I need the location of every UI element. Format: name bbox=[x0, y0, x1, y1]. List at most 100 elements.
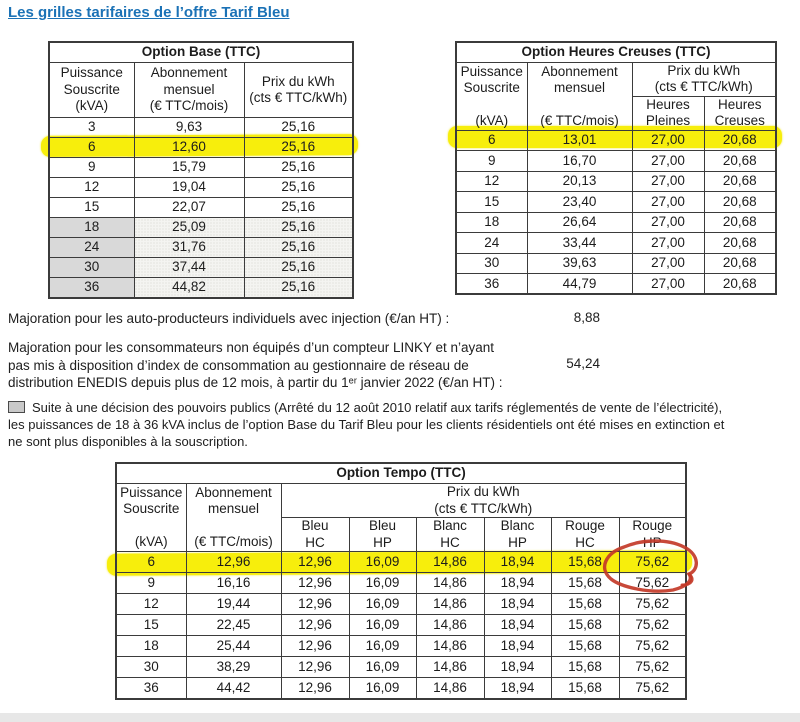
col-subheader: Bleu HC bbox=[280, 517, 350, 552]
table-row: 30 37,44 25,16 bbox=[48, 257, 354, 278]
table-cell: 27,00 bbox=[631, 150, 705, 172]
extinction-note: Suite à une décision des pouvoirs public… bbox=[8, 399, 800, 450]
option-tempo-table: Option Tempo (TTC) Puissance Souscrite (… bbox=[115, 462, 688, 700]
table-cell: 25,16 bbox=[243, 217, 354, 238]
table-row: 36 44,42 12,96 16,09 14,86 18,94 15,68 75,62 bbox=[115, 677, 687, 699]
table-row: 9 16,16 12,96 16,09 14,86 18,94 15,68 75,62 bbox=[115, 572, 687, 594]
table-cell: 25,16 bbox=[243, 197, 354, 218]
grey-square-icon bbox=[8, 401, 25, 413]
page-title-link[interactable]: Les grilles tarifaires de l’offre Tarif … bbox=[8, 4, 290, 21]
table-cell: 25,16 bbox=[243, 177, 354, 198]
table-cell: 12 bbox=[455, 170, 528, 193]
table-cell: 18,94 bbox=[483, 551, 552, 573]
col-header-abonnement: Abonnement mensuel (€ TTC/mois) bbox=[185, 483, 282, 552]
table-row: 3 9,63 25,16 bbox=[48, 117, 354, 138]
col-header-abonnement: Abonnement mensuel (€ TTC/mois) bbox=[133, 62, 245, 118]
table-cell: 14,86 bbox=[415, 677, 485, 699]
table-row: 24 33,44 27,00 20,68 bbox=[455, 232, 777, 254]
table-cell: 20,68 bbox=[703, 150, 777, 172]
table-cell: 12,96 bbox=[185, 551, 282, 573]
table-cell: 27,00 bbox=[631, 252, 705, 275]
table-cell: 12,96 bbox=[280, 593, 350, 615]
table-cell: 12,96 bbox=[280, 635, 350, 657]
table-cell: 12,60 bbox=[133, 137, 245, 158]
table-cell: 27,00 bbox=[631, 232, 705, 254]
col-header-abonnement: Abonnement mensuel (€ TTC/mois) bbox=[526, 62, 633, 131]
table-cell: 25,16 bbox=[243, 117, 354, 138]
table-cell: 18,94 bbox=[483, 593, 552, 615]
col-subheader: Blanc HP bbox=[483, 517, 552, 552]
table-row: 9 15,79 25,16 bbox=[48, 157, 354, 178]
table-cell: 6 bbox=[455, 129, 528, 152]
table-cell: 15,79 bbox=[133, 157, 245, 178]
table-subheader-row: Bleu HC Bleu HP Blanc HC Blanc HP Rouge HC Ro… bbox=[116, 517, 687, 552]
table-cell: 16,09 bbox=[348, 656, 417, 678]
option-base-table: Option Base (TTC) Puissance Souscrite (k… bbox=[48, 41, 354, 299]
table-row: 15 23,40 27,00 20,68 bbox=[455, 191, 777, 213]
table-cell: 39,63 bbox=[526, 252, 633, 275]
table-cell: 18,94 bbox=[483, 572, 552, 594]
table-cell: 36 bbox=[48, 277, 135, 298]
table-cell: 6 bbox=[48, 137, 135, 158]
table-cell: 27,00 bbox=[631, 170, 705, 193]
col-subheader: Bleu HP bbox=[348, 517, 417, 552]
table-cell: 75,62 bbox=[618, 593, 687, 615]
table-cell: 14,86 bbox=[415, 551, 485, 573]
table-cell: 25,44 bbox=[185, 635, 282, 657]
table-cell: 14,86 bbox=[415, 572, 485, 594]
col-subheader: Blanc HC bbox=[415, 517, 485, 552]
extinction-note-text: Suite à une décision des pouvoirs public… bbox=[8, 400, 725, 450]
table-cell: 14,86 bbox=[415, 656, 485, 678]
table-cell: 15,68 bbox=[550, 614, 620, 636]
table-row: 36 44,82 25,16 bbox=[48, 277, 354, 298]
table-cell: 27,00 bbox=[631, 129, 705, 152]
table-row: 18 25,09 25,16 bbox=[48, 217, 354, 238]
table-cell: 25,16 bbox=[243, 237, 354, 258]
table-cell: 3 bbox=[48, 117, 135, 138]
table-cell: 16,09 bbox=[348, 593, 417, 615]
table-cell: 44,82 bbox=[133, 277, 245, 298]
table-row: 24 31,76 25,16 bbox=[48, 237, 354, 258]
table-row: 18 26,64 27,00 20,68 bbox=[455, 211, 777, 234]
majoration-linky-value: 54,24 bbox=[566, 356, 600, 371]
table-row: 30 38,29 12,96 16,09 14,86 18,94 15,68 75,62 bbox=[115, 656, 687, 678]
table-cell: 22,07 bbox=[133, 197, 245, 218]
table-cell: 12,96 bbox=[280, 551, 350, 573]
table-cell: 36 bbox=[115, 677, 187, 699]
table-cell: 23,40 bbox=[526, 191, 633, 213]
table-cell: 30 bbox=[455, 252, 528, 275]
table-cell: 16,16 bbox=[185, 572, 282, 594]
table-cell: 12,96 bbox=[280, 572, 350, 594]
table-cell: 18 bbox=[115, 635, 187, 657]
table-cell: 6 bbox=[115, 551, 187, 573]
table-cell: 75,62 bbox=[618, 572, 687, 594]
col-header-puissance: Puissance Souscrite (kVA) bbox=[48, 62, 135, 118]
table-cell: 75,62 bbox=[618, 677, 687, 699]
table-cell: 38,29 bbox=[185, 656, 282, 678]
table-row: 15 22,07 25,16 bbox=[48, 197, 354, 218]
table-row: 30 39,63 27,00 20,68 bbox=[455, 252, 777, 275]
table-cell: 15 bbox=[455, 191, 528, 213]
table-cell: 14,86 bbox=[415, 614, 485, 636]
table-subheader-row: Heures Pleines Heures Creuses bbox=[456, 95, 777, 131]
table-cell: 31,76 bbox=[133, 237, 245, 258]
table-cell: 15,68 bbox=[550, 593, 620, 615]
table-cell: 27,00 bbox=[631, 211, 705, 234]
table-row: 15 22,45 12,96 16,09 14,86 18,94 15,68 75,62 bbox=[115, 614, 687, 636]
table-row: 12 19,04 25,16 bbox=[48, 177, 354, 198]
table-cell: 20,13 bbox=[526, 170, 633, 193]
table-cell: 12 bbox=[48, 177, 135, 198]
table-cell: 16,09 bbox=[348, 635, 417, 657]
table-row: 36 44,79 27,00 20,68 bbox=[455, 273, 777, 295]
table-cell: 20,68 bbox=[703, 170, 777, 193]
table-cell: 24 bbox=[48, 237, 135, 258]
table-cell: 30 bbox=[48, 257, 135, 278]
table-title-row: Option Tempo (TTC) bbox=[115, 462, 687, 484]
table-row: 12 19,44 12,96 16,09 14,86 18,94 15,68 75,62 bbox=[115, 593, 687, 615]
table-cell: 12,96 bbox=[280, 614, 350, 636]
table-cell: 14,86 bbox=[415, 593, 485, 615]
table-cell: 27,00 bbox=[631, 273, 705, 295]
col-header-puissance: Puissance Souscrite (kVA) bbox=[455, 62, 528, 131]
table-cell: 18,94 bbox=[483, 656, 552, 678]
table-cell: 20,68 bbox=[703, 252, 777, 275]
